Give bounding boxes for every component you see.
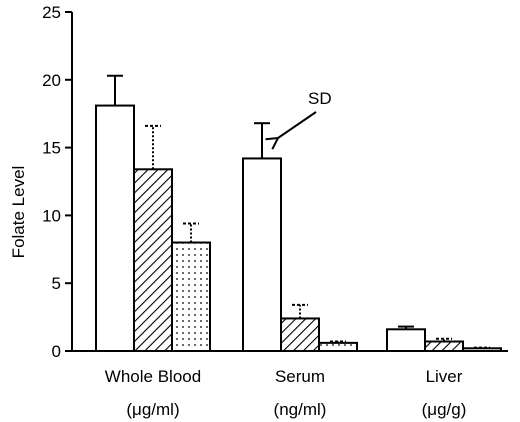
unit-label: (μg/ml) — [126, 400, 179, 419]
bar-liver-dotted — [462, 347, 502, 352]
y-tick-label: 0 — [52, 342, 61, 361]
y-tick-label: 10 — [42, 206, 61, 225]
sd-annotation: SD — [278, 89, 332, 138]
y-axis: 0 5 10 15 20 25 — [42, 3, 73, 361]
category-label: Whole Blood — [105, 367, 201, 386]
y-tick-label: 25 — [42, 3, 61, 22]
sd-annotation-label: SD — [308, 89, 332, 108]
bar-whole-blood-open — [95, 104, 135, 353]
bar-whole-blood-dotted — [171, 241, 211, 353]
category-labels: Whole Blood (μg/ml) Serum (ng/ml) Liver (μg/g… — [105, 367, 467, 419]
y-tick-label: 5 — [52, 274, 61, 293]
bar-serum-open — [242, 157, 282, 352]
y-axis-title: Folate Level — [9, 166, 28, 259]
bars-layer — [95, 74, 502, 353]
category-label: Serum — [275, 367, 325, 386]
y-tick-label: 20 — [42, 71, 61, 90]
category-label: Liver — [426, 367, 463, 386]
bar-serum-hatched — [280, 317, 320, 352]
bar-liver-open — [386, 328, 426, 352]
bar-liver-hatched — [424, 340, 464, 352]
bar-serum-dotted — [318, 341, 358, 353]
y-tick-label: 15 — [42, 139, 61, 158]
sd-annotation-arrow — [278, 111, 317, 138]
unit-label: (μg/g) — [422, 400, 467, 419]
bar-whole-blood-hatched — [133, 168, 173, 352]
unit-label: (ng/ml) — [274, 400, 327, 419]
